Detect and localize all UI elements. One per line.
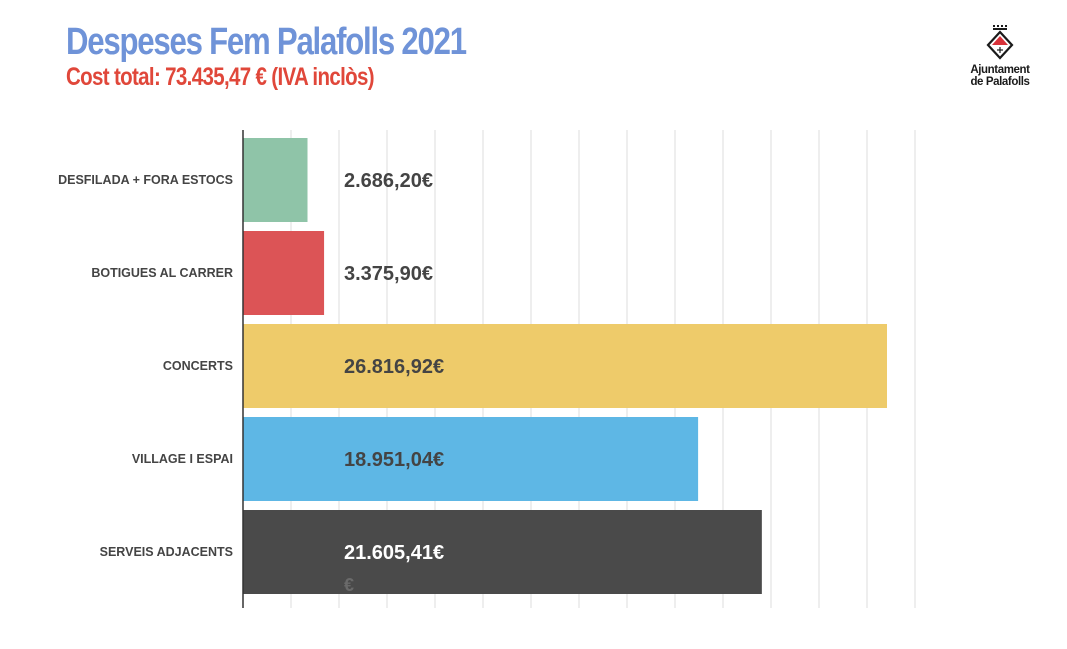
bar [243,324,887,408]
bar [243,510,762,594]
category-label: VILLAGE I ESPAI [132,452,233,466]
category-label: CONCERTS [163,359,233,373]
bar [243,138,308,222]
category-label: SERVEIS ADJACENTS [100,545,233,559]
category-label: BOTIGUES AL CARRER [91,266,233,280]
category-label: DESFILADA + FORA ESTOCS [58,173,233,187]
ajuntament-logo: Ajuntament de Palafolls [962,24,1038,94]
value-label: 3.375,90€ [344,263,433,285]
logo-line-1: Ajuntament [970,64,1030,76]
page-subtitle: Cost total: 73.435,47 € (IVA inclòs) [66,63,375,91]
bar [243,417,699,501]
value-label: 26.816,92€ [344,356,444,378]
stray-label: € [344,575,354,595]
bar [243,231,325,315]
value-label: 2.686,20€ [344,170,433,192]
municipal-shield-icon [986,25,1014,60]
page-title: Despeses Fem Palafolls 2021 [66,21,467,63]
value-label: 21.605,41€ [344,542,444,564]
logo-line-2: de Palafolls [970,76,1030,88]
value-label: 18.951,04€ [344,449,444,471]
